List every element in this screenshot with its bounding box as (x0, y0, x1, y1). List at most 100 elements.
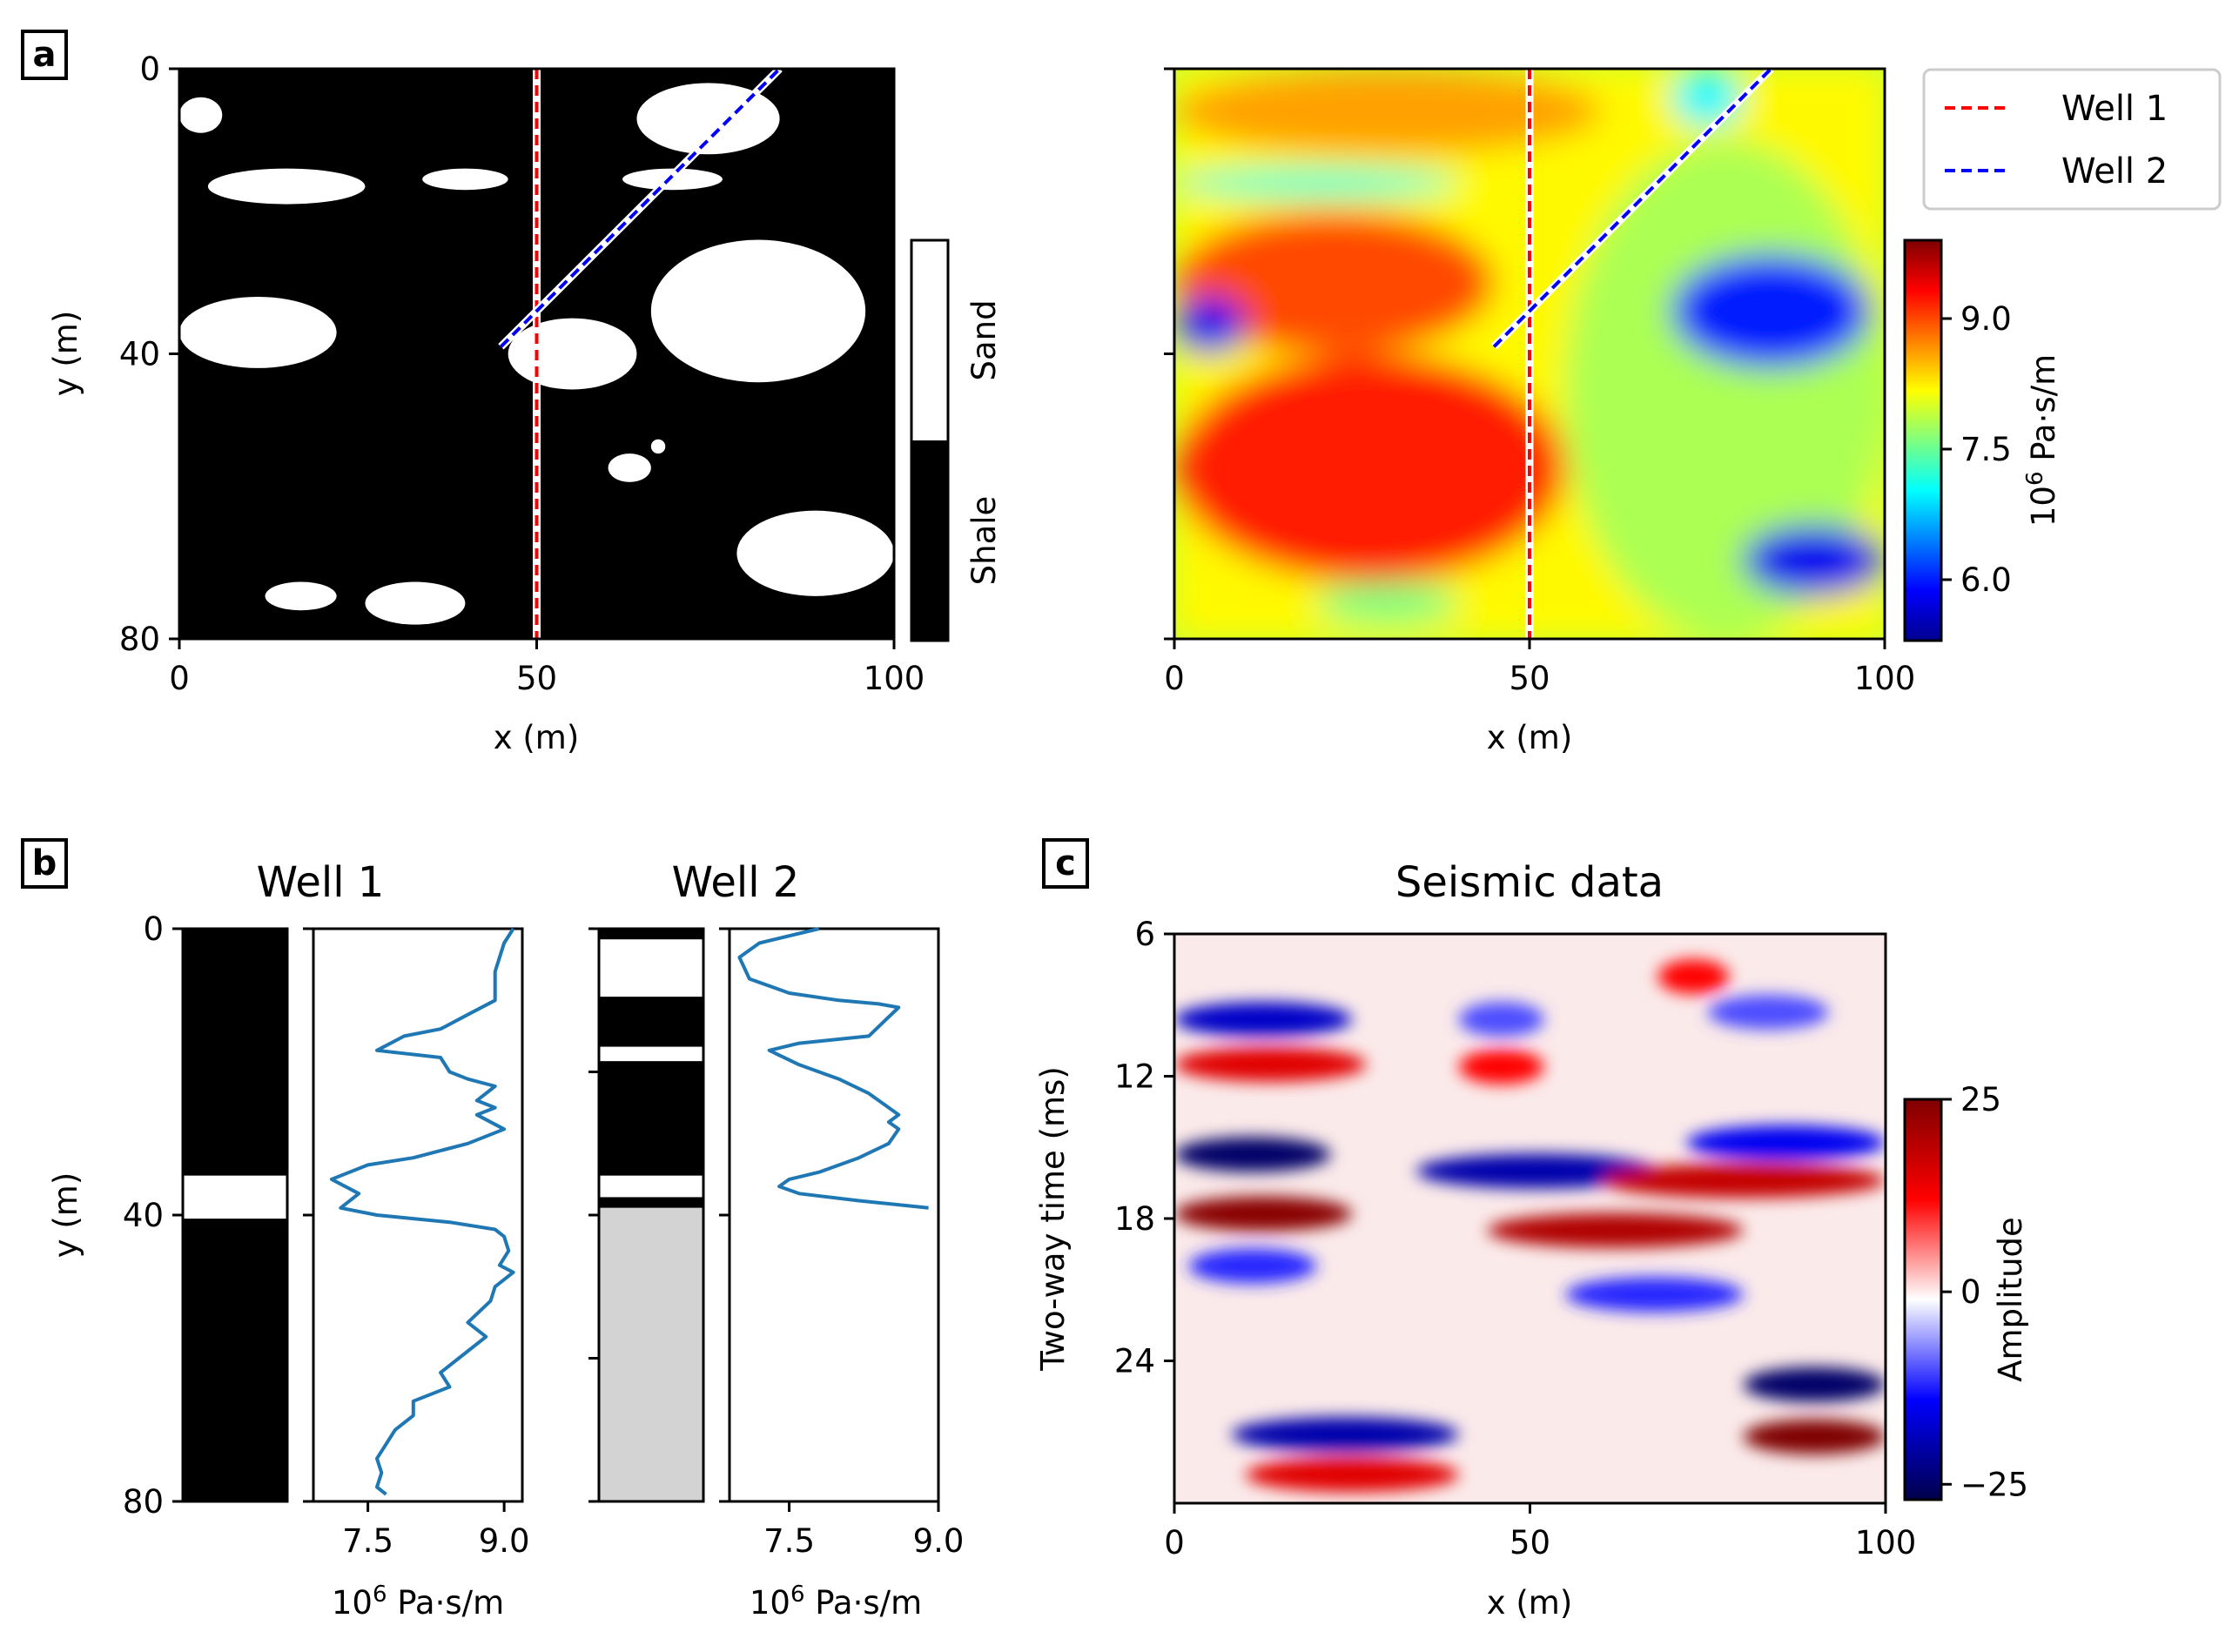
facies-colorbar: Shale Sand (910, 238, 1003, 642)
well2-log-xticklabel-0: 7.5 (763, 1522, 815, 1560)
seismic-y-ticklabel-0: 6 (1134, 916, 1155, 953)
seismic-y-ticklabel-3: 24 (1114, 1343, 1155, 1380)
impedance-map: 0 50 100 x (m) (1164, 67, 1916, 756)
well2-facies-interval-1 (599, 939, 703, 997)
seismic-x-ticklabel-2: 100 (1855, 1524, 1917, 1561)
well2-facies-column (588, 927, 730, 1503)
well2-facies-interval-4 (599, 1061, 703, 1176)
well2-facies-interval-3 (599, 1046, 703, 1062)
facies-x-ticklabel-2: 100 (864, 660, 925, 697)
seismic-title: Seismic data (1395, 858, 1664, 907)
well1-y-ticks: 0 40 80 (123, 910, 313, 1521)
sand-body (508, 318, 637, 390)
impedance-region (1671, 69, 1743, 126)
seismic-event (1743, 1367, 1886, 1402)
panel-label-c: c (1042, 838, 1089, 889)
sand-body (650, 439, 666, 454)
well1-log-xticklabel-1: 9.0 (479, 1522, 530, 1560)
seismic-event (1415, 1153, 1658, 1189)
seismic-event (1188, 1248, 1317, 1284)
seismic-event (1174, 1137, 1331, 1172)
seismic-y-ticklabel-1: 12 (1114, 1058, 1155, 1096)
well1-log-xticklabel-0: 7.5 (342, 1522, 393, 1560)
well2-log-xlabel: 106 Pa·s/m (750, 1581, 922, 1622)
impedance-x-ticklabel-0: 0 (1164, 660, 1185, 697)
colorbar-shale-label: Shale (965, 496, 1003, 586)
well2-facies-interval-5 (599, 1175, 703, 1198)
well1-log-curve (329, 927, 515, 1496)
seismic-event (1565, 1277, 1744, 1313)
impedance-region (1174, 168, 1459, 198)
seismic-cb-ticklabel-2: −25 (1960, 1466, 2028, 1503)
seismic-x-ticklabel-1: 50 (1509, 1524, 1550, 1561)
well2-facies-interval-7 (599, 1207, 703, 1501)
facies-ylabel: y (m) (47, 311, 84, 397)
seismic-cb-ticklabel-1: 0 (1960, 1273, 1981, 1311)
facies-y-ticklabel-1: 40 (119, 336, 160, 373)
svg-text:c: c (1055, 843, 1076, 883)
impedance-map-ticks: 0 50 100 (1164, 67, 1916, 697)
sand-body (179, 297, 337, 368)
sand-body (179, 97, 223, 133)
impedance-cb-ticklabel-0: 6.0 (1960, 561, 2012, 599)
facies-map: 0 50 100 0 40 80 x (m) y (m) (47, 50, 925, 756)
impedance-xlabel: x (m) (1487, 719, 1573, 756)
facies-xlabel: x (m) (494, 719, 580, 756)
impedance-region (1174, 353, 1565, 582)
svg-text:a: a (33, 35, 57, 75)
facies-x-ticklabel-0: 0 (169, 660, 190, 697)
seismic-event (1174, 1196, 1353, 1232)
well-halo (1491, 69, 1774, 350)
seismic-event (1174, 1046, 1367, 1082)
seismic-event (1174, 1002, 1353, 1038)
seismic-events (1174, 959, 1886, 1493)
impedance-cb-ticklabel-2: 9.0 (1960, 300, 2012, 338)
well1-facies-interval-1 (183, 1175, 287, 1219)
colorbar-sand-label: Sand (965, 299, 1003, 380)
sand-body (736, 510, 894, 596)
seismic-x-ticklabel-0: 0 (1164, 1524, 1185, 1561)
legend: Well 1 Well 2 (1922, 68, 2222, 211)
impedance-region (1742, 525, 1885, 596)
svg-text:b: b (32, 843, 57, 883)
well-lines (498, 69, 783, 639)
well2-facies-interval-2 (599, 997, 703, 1047)
impedance-x-ticklabel-2: 100 (1854, 660, 1916, 697)
impedance-region (1174, 297, 1246, 354)
seismic-event (1743, 1419, 1886, 1454)
facies-y-ticklabel-0: 0 (139, 50, 160, 88)
impedance-cb-ticklabel-1: 7.5 (1960, 431, 2012, 468)
well1-y-ticklabel-1: 40 (123, 1197, 164, 1234)
impedance-region (1316, 581, 1459, 625)
seismic-colorbar-label: Amplitude (1992, 1217, 2029, 1382)
well2-log-curve (737, 927, 929, 1210)
impedance-colorbar-label: 106 Pa·s/m (2022, 354, 2062, 527)
well1-ylabel: y (m) (47, 1172, 84, 1259)
impedance-region (1174, 69, 1601, 155)
sand-body (650, 239, 866, 383)
legend-well1-label: Well 1 (2061, 89, 2168, 129)
well1-facies-interval-2 (183, 1219, 287, 1501)
sand-body (207, 168, 366, 205)
seismic-event (1686, 1125, 1886, 1160)
well1-y-ticklabel-2: 80 (123, 1483, 164, 1521)
well-lines (1491, 69, 1774, 639)
well2-facies-interval-0 (599, 929, 703, 940)
seismic-event (1458, 1049, 1544, 1085)
seismic-event (1458, 1002, 1544, 1038)
sand-body (422, 168, 508, 191)
seismic-event (1487, 1212, 1744, 1248)
sand-body (365, 581, 466, 625)
seismic-event (1601, 1163, 1886, 1199)
panel-label-a: a (21, 30, 68, 80)
facies-map-ticks: 0 50 100 0 40 80 (119, 50, 925, 697)
seismic-event (1231, 1416, 1459, 1452)
impedance-x-ticklabel-1: 50 (1509, 660, 1550, 697)
seismic-event (1707, 994, 1829, 1030)
well-halo (498, 69, 783, 350)
well2-log-xticklabel-1: 9.0 (913, 1522, 965, 1560)
seismic-colorbar: 25 0 −25 Amplitude (1903, 1081, 2029, 1503)
impedance-region (1671, 253, 1871, 368)
facies-y-ticklabel-2: 80 (119, 621, 160, 658)
